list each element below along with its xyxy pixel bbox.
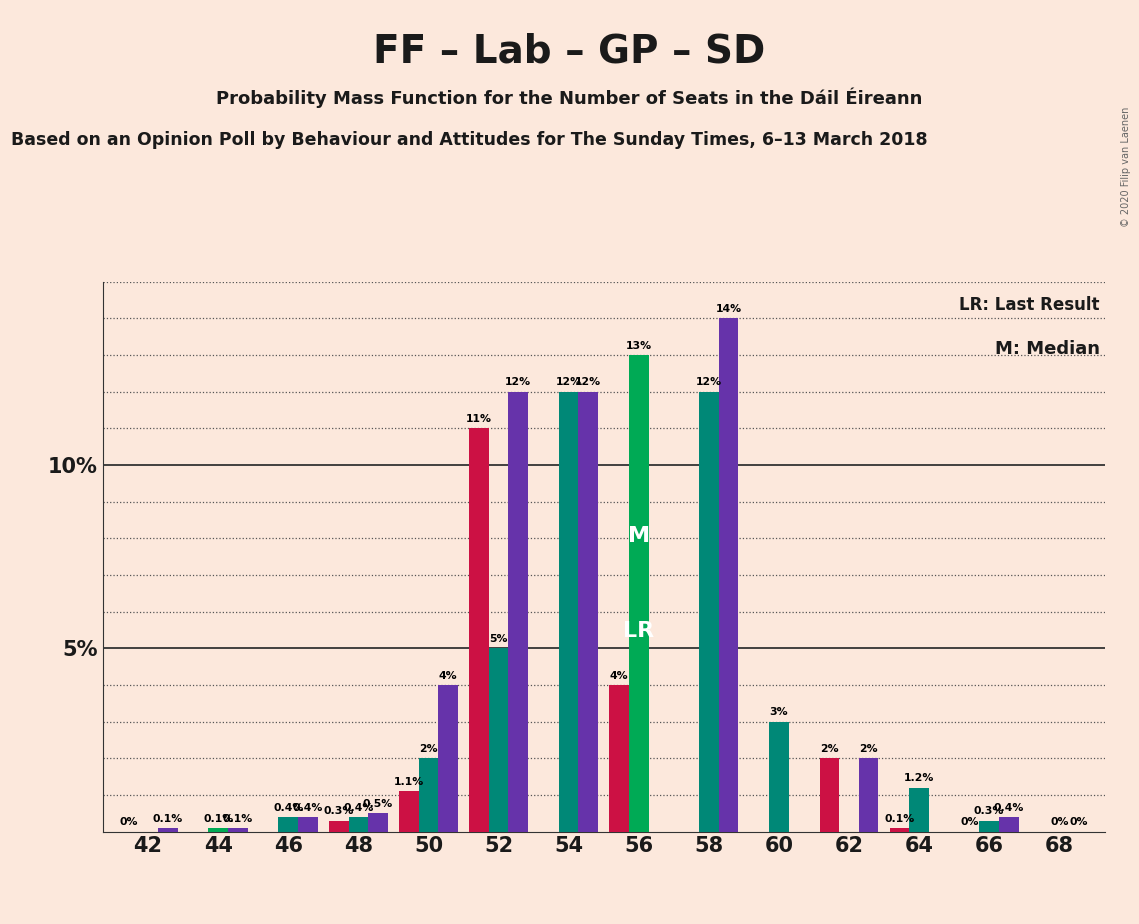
Bar xyxy=(399,791,419,832)
Bar xyxy=(909,787,929,832)
Bar xyxy=(419,759,439,832)
Text: 0.4%: 0.4% xyxy=(293,803,323,812)
Text: 0.1%: 0.1% xyxy=(884,813,915,823)
Bar xyxy=(278,817,298,832)
Text: 0.3%: 0.3% xyxy=(974,807,1005,816)
Bar xyxy=(980,821,999,832)
Bar xyxy=(999,817,1018,832)
Text: 0%: 0% xyxy=(1070,817,1088,827)
Text: LR: Last Result: LR: Last Result xyxy=(959,296,1100,313)
Text: 3%: 3% xyxy=(770,707,788,717)
Text: 13%: 13% xyxy=(625,341,652,351)
Bar xyxy=(629,355,648,832)
Text: 0.5%: 0.5% xyxy=(363,799,393,808)
Bar xyxy=(368,813,387,832)
Text: 12%: 12% xyxy=(575,377,601,387)
Text: FF – Lab – GP – SD: FF – Lab – GP – SD xyxy=(374,32,765,70)
Text: 0.1%: 0.1% xyxy=(153,813,183,823)
Bar xyxy=(489,649,508,832)
Text: 14%: 14% xyxy=(715,304,741,314)
Text: LR: LR xyxy=(623,622,654,641)
Text: 0.4%: 0.4% xyxy=(343,803,374,812)
Text: 2%: 2% xyxy=(419,744,437,754)
Text: 1.2%: 1.2% xyxy=(904,773,934,784)
Text: 0%: 0% xyxy=(120,817,138,827)
Bar xyxy=(158,828,178,832)
Text: © 2020 Filip van Laenen: © 2020 Filip van Laenen xyxy=(1121,106,1131,226)
Bar xyxy=(329,821,349,832)
Bar xyxy=(769,722,788,832)
Text: Based on an Opinion Poll by Behaviour and Attitudes for The Sunday Times, 6–13 M: Based on an Opinion Poll by Behaviour an… xyxy=(11,131,928,149)
Text: 1.1%: 1.1% xyxy=(394,777,424,787)
Bar xyxy=(508,392,528,832)
Bar xyxy=(208,828,228,832)
Bar xyxy=(609,685,629,832)
Bar xyxy=(699,392,719,832)
Bar xyxy=(349,817,368,832)
Text: 2%: 2% xyxy=(859,744,878,754)
Bar xyxy=(439,685,458,832)
Text: 4%: 4% xyxy=(609,671,629,681)
Bar xyxy=(890,828,909,832)
Text: 0.1%: 0.1% xyxy=(222,813,253,823)
Text: 11%: 11% xyxy=(466,414,492,424)
Bar xyxy=(469,429,489,832)
Text: M: M xyxy=(628,526,649,546)
Text: Probability Mass Function for the Number of Seats in the Dáil Éireann: Probability Mass Function for the Number… xyxy=(216,88,923,108)
Text: 5%: 5% xyxy=(490,634,508,644)
Bar xyxy=(559,392,579,832)
Text: 0.1%: 0.1% xyxy=(203,813,233,823)
Text: 4%: 4% xyxy=(439,671,458,681)
Bar xyxy=(859,759,878,832)
Text: 0%: 0% xyxy=(1050,817,1068,827)
Text: M: Median: M: Median xyxy=(994,339,1100,358)
Text: 0.4%: 0.4% xyxy=(993,803,1024,812)
Text: 0%: 0% xyxy=(960,817,978,827)
Text: 12%: 12% xyxy=(556,377,582,387)
Bar xyxy=(820,759,839,832)
Text: 2%: 2% xyxy=(820,744,838,754)
Bar xyxy=(579,392,598,832)
Text: 0.4%: 0.4% xyxy=(273,803,303,812)
Bar xyxy=(298,817,318,832)
Bar xyxy=(719,319,738,832)
Bar xyxy=(228,828,247,832)
Text: 12%: 12% xyxy=(505,377,531,387)
Text: 12%: 12% xyxy=(696,377,722,387)
Text: 0.3%: 0.3% xyxy=(323,807,354,816)
